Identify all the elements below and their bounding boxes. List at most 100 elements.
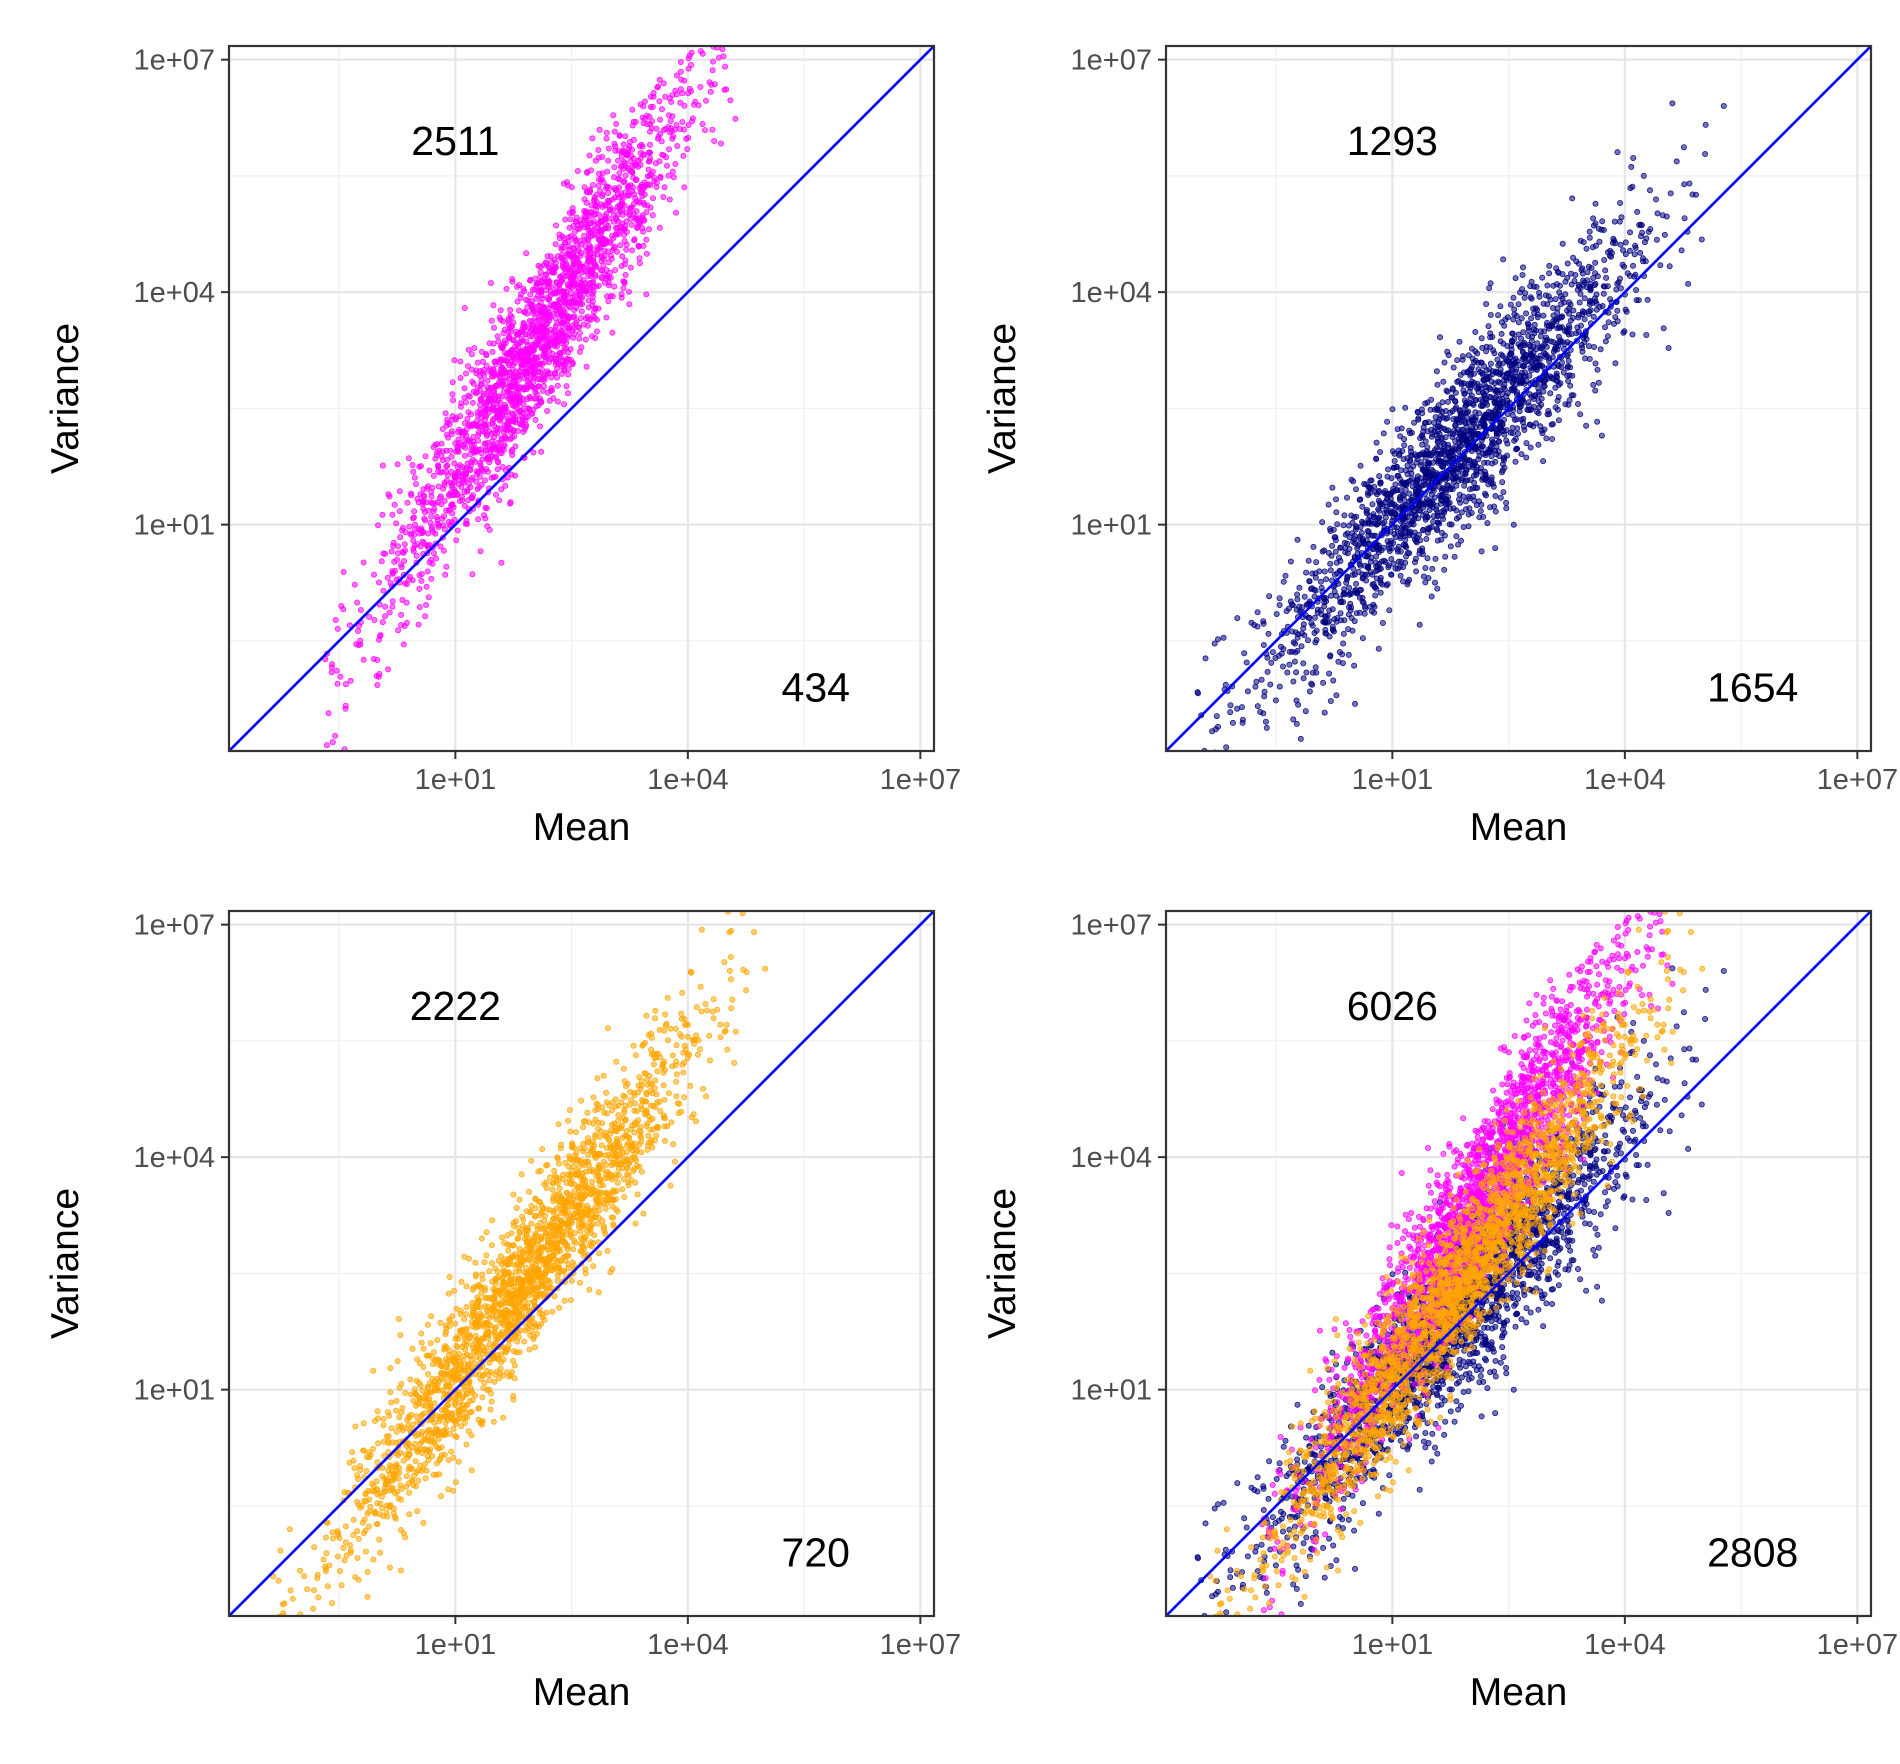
data-point — [1345, 531, 1350, 536]
data-point — [644, 237, 649, 242]
data-point — [497, 357, 502, 362]
data-point — [1407, 577, 1412, 582]
data-point — [592, 198, 597, 203]
data-point — [661, 24, 666, 29]
data-point — [1295, 592, 1300, 597]
data-point — [1454, 416, 1459, 421]
data-point — [1562, 300, 1567, 305]
data-point — [1423, 515, 1428, 520]
data-point — [445, 463, 450, 468]
data-point — [1389, 538, 1394, 543]
data-point — [515, 342, 520, 347]
data-point — [1306, 558, 1311, 563]
data-point — [1538, 424, 1543, 429]
data-point — [425, 486, 430, 491]
data-point — [628, 216, 633, 221]
data-point — [1322, 569, 1327, 574]
data-point — [1593, 361, 1598, 366]
data-point — [1502, 323, 1507, 328]
data-point — [574, 215, 579, 220]
data-point — [499, 345, 504, 350]
data-point — [1423, 420, 1428, 425]
data-point — [1606, 320, 1611, 325]
data-point — [1488, 345, 1493, 350]
data-point — [507, 325, 512, 330]
data-point — [1320, 520, 1325, 525]
data-point — [1487, 286, 1492, 291]
data-point — [1407, 499, 1412, 504]
data-point — [480, 1395, 485, 1400]
data-point — [562, 362, 567, 367]
data-point — [728, 954, 733, 959]
data-point — [1294, 721, 1299, 726]
data-point — [1513, 276, 1518, 281]
data-point — [1258, 709, 1263, 714]
data-point — [1255, 704, 1260, 709]
data-point — [1605, 334, 1610, 339]
data-point — [1230, 720, 1235, 725]
data-point — [1428, 502, 1433, 507]
data-point — [1481, 514, 1486, 519]
data-point — [527, 334, 532, 339]
data-point — [495, 467, 500, 472]
data-point — [1528, 348, 1533, 353]
data-point — [1398, 530, 1403, 535]
data-point — [627, 190, 632, 195]
data-point — [1576, 315, 1581, 320]
data-point — [1408, 445, 1413, 450]
data-point — [430, 501, 435, 506]
data-point — [1536, 386, 1541, 391]
data-point — [1504, 438, 1509, 443]
data-point — [1469, 381, 1474, 386]
data-point — [1264, 725, 1269, 730]
data-point — [554, 223, 559, 228]
data-point — [1510, 413, 1515, 418]
data-point — [1572, 278, 1577, 283]
data-point — [560, 335, 565, 340]
data-point — [477, 485, 482, 490]
data-point — [1392, 451, 1397, 456]
data-point — [1578, 286, 1583, 291]
data-point — [1448, 506, 1453, 511]
data-point — [599, 231, 604, 236]
data-point — [1435, 538, 1440, 543]
data-point — [611, 175, 616, 180]
data-point — [478, 397, 483, 402]
data-point — [565, 1118, 570, 1123]
data-point — [1602, 257, 1607, 262]
data-point — [604, 315, 609, 320]
data-point — [407, 524, 412, 529]
data-point — [1336, 659, 1341, 664]
data-point — [1435, 520, 1440, 525]
data-point — [1305, 638, 1310, 643]
data-point — [497, 417, 502, 422]
data-point — [625, 185, 630, 190]
data-point — [491, 341, 496, 346]
data-point — [601, 263, 606, 268]
data-point — [418, 492, 423, 497]
data-point — [573, 282, 578, 287]
data-point — [655, 84, 660, 89]
data-point — [1331, 629, 1336, 634]
data-point — [487, 527, 492, 532]
data-point — [548, 388, 553, 393]
data-point — [1352, 701, 1357, 706]
data-point — [447, 492, 452, 497]
data-point — [561, 263, 566, 268]
data-point — [1195, 691, 1200, 696]
data-point — [467, 439, 472, 444]
data-point — [436, 484, 441, 489]
x-tick-label: 1e+07 — [880, 764, 961, 796]
data-point — [1496, 379, 1501, 384]
data-point — [541, 304, 546, 309]
data-point — [444, 469, 449, 474]
data-point — [1424, 449, 1429, 454]
data-point — [1328, 561, 1333, 566]
data-point — [1429, 594, 1434, 599]
data-point — [442, 480, 447, 485]
data-point — [452, 517, 457, 522]
data-point — [1341, 641, 1346, 646]
data-point — [1326, 550, 1331, 555]
data-point — [579, 296, 584, 301]
data-point — [341, 607, 346, 612]
